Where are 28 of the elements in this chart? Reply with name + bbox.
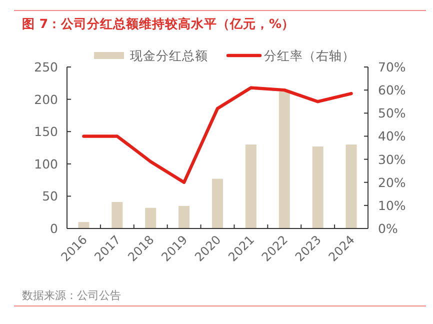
y2-tick-label: 70% [378, 60, 406, 74]
y2-tick-label: 60% [378, 82, 406, 98]
bar [212, 178, 223, 228]
y-tick-label: 0 [50, 221, 58, 236]
y2-tick-label: 50% [378, 106, 406, 121]
bar [278, 92, 290, 228]
y2-tick-label: 30% [378, 152, 406, 167]
bar [178, 206, 190, 228]
bar [145, 208, 156, 228]
y-tick-label: 100 [34, 156, 58, 172]
chart-title: 图 7：公司分红总额维持较高水平（亿元，%） [22, 16, 295, 31]
source-note: 数据来源：公司公告 [22, 289, 121, 302]
y-tick-label: 150 [34, 124, 58, 140]
bar [346, 144, 357, 228]
legend-label: 分红率（右轴） [264, 48, 355, 63]
y2-tick-label: 10% [378, 198, 406, 213]
y2-tick-label: 20% [378, 174, 406, 190]
bar [312, 146, 324, 228]
y-tick-label: 200 [34, 92, 58, 107]
line-series [82, 86, 353, 184]
bar [112, 202, 123, 228]
y2-tick-label: 40% [378, 128, 406, 144]
y-tick-label: 250 [34, 60, 58, 74]
y-tick-label: 50 [42, 188, 58, 204]
bar [245, 144, 256, 228]
y2-tick-label: 0% [378, 221, 398, 236]
legend-label: 现金分红总额 [130, 48, 208, 63]
bar [78, 222, 90, 228]
